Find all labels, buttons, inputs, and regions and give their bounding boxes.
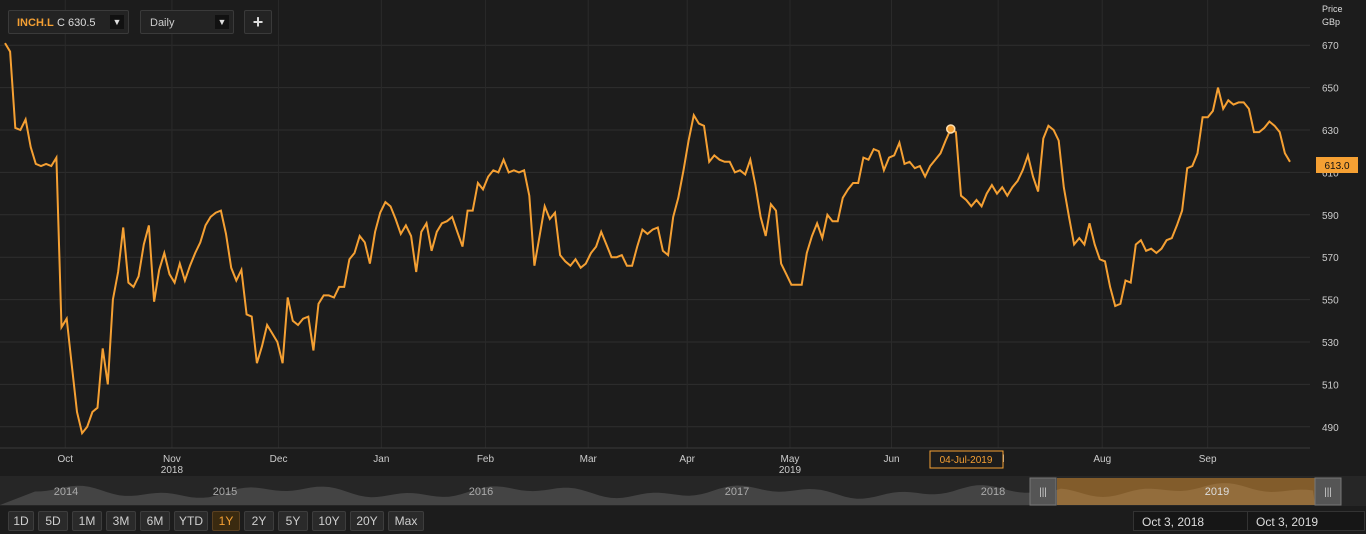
x-tick-label: Nov (163, 454, 181, 465)
range-button-3m[interactable]: 3M (106, 511, 136, 531)
date-from-field[interactable]: Oct 3, 2018 ▦ (1133, 511, 1270, 531)
navigator-year-label: 2019 (1205, 486, 1229, 498)
range-button-max[interactable]: Max (388, 511, 424, 531)
crosshair-date-tag: 04-Jul-2019 (929, 450, 1004, 469)
range-button-20y[interactable]: 20Y (350, 511, 384, 531)
range-button-5d[interactable]: 5D (38, 511, 68, 531)
x-tick-label: Oct (57, 454, 73, 465)
navigator-sparkline (0, 483, 1315, 505)
y-axis-unit: GBp (1322, 17, 1340, 27)
interval-label: Daily (150, 17, 175, 29)
y-tick-label: 510 (1322, 380, 1339, 391)
year-label: 2019 (779, 465, 802, 476)
symbol-selector[interactable]: INCH.L C 630.5 ▼ (8, 10, 129, 34)
x-tick-label: Jan (373, 454, 389, 465)
x-tick-label: May (781, 454, 800, 465)
y-tick-label: 610 (1322, 168, 1339, 179)
close-value: C 630.5 (57, 17, 96, 29)
navigator-year-label: 2017 (725, 486, 749, 498)
navigator-year-label: 2015 (213, 486, 237, 498)
svg-text:04-Jul-2019: 04-Jul-2019 (940, 455, 993, 466)
range-button-2y[interactable]: 2Y (244, 511, 274, 531)
x-axis: OctNovDecJanFebMarAprMayJunJulAugSep2018… (57, 454, 1216, 476)
plot-area[interactable] (0, 0, 1310, 448)
last-price-tag: 613.0 (1316, 157, 1358, 173)
y-tick-label: 670 (1322, 41, 1339, 52)
chevron-down-icon[interactable]: ▼ (215, 15, 229, 29)
symbol-label: INCH.L (17, 17, 54, 29)
hover-marker (946, 124, 956, 134)
navigator[interactable]: ||| ||| 2014 2015 2016 2017 2018 2019 (0, 476, 1366, 506)
interval-selector[interactable]: Daily ▼ (140, 10, 234, 34)
y-tick-label: 590 (1322, 211, 1339, 222)
date-to-field[interactable]: Oct 3, 2019 ▦ (1247, 511, 1365, 531)
y-tick-label: 570 (1322, 253, 1339, 264)
range-buttons: 1D 5D 1M 3M 6M YTD 1Y 2Y 5Y 10Y 20Y Max (0, 510, 500, 532)
price-line (4, 42, 1291, 436)
y-tick-label: 490 (1322, 423, 1339, 434)
navigator-year-label: 2016 (469, 486, 493, 498)
x-tick-label: Feb (477, 454, 495, 465)
y-axis-title: Price (1322, 4, 1343, 14)
x-tick-label: Aug (1093, 454, 1111, 465)
x-tick-label: Jun (883, 454, 899, 465)
y-tick-label: 630 (1322, 126, 1339, 137)
x-tick-label: Mar (580, 454, 598, 465)
last-price-label: 613.0 (1324, 161, 1349, 172)
range-button-6m[interactable]: 6M (140, 511, 170, 531)
navigator-year-label: 2014 (54, 486, 78, 498)
grid (0, 0, 1310, 448)
add-button[interactable]: + (244, 10, 272, 34)
navigator-selection[interactable] (1057, 478, 1315, 505)
date-from-value: Oct 3, 2018 (1142, 515, 1205, 529)
year-label: 2018 (161, 465, 184, 476)
x-tick-label: Dec (270, 454, 288, 465)
range-button-1m[interactable]: 1M (72, 511, 102, 531)
date-to-value: Oct 3, 2019 (1256, 515, 1319, 529)
y-axis: 490 510 530 550 570 590 610 630 650 670 (1322, 41, 1339, 434)
range-button-ytd[interactable]: YTD (174, 511, 208, 531)
x-tick-label: Sep (1199, 454, 1217, 465)
chevron-down-icon[interactable]: ▼ (110, 15, 124, 29)
range-button-5y[interactable]: 5Y (278, 511, 308, 531)
y-tick-label: 550 (1322, 296, 1339, 307)
grip-icon: ||| (1039, 487, 1047, 498)
range-button-10y[interactable]: 10Y (312, 511, 346, 531)
range-button-1y[interactable]: 1Y (212, 511, 240, 531)
grip-icon: ||| (1324, 487, 1332, 498)
y-tick-label: 650 (1322, 84, 1339, 95)
navigator-left-handle[interactable] (1029, 477, 1057, 506)
navigator-right-handle[interactable] (1314, 477, 1342, 506)
navigator-year-label: 2018 (981, 486, 1005, 498)
navigator-years: 2014 2015 2016 2017 2018 2019 (54, 486, 1229, 498)
range-button-1d[interactable]: 1D (8, 511, 34, 531)
y-tick-label: 530 (1322, 338, 1339, 349)
x-tick-label: Apr (679, 454, 695, 465)
